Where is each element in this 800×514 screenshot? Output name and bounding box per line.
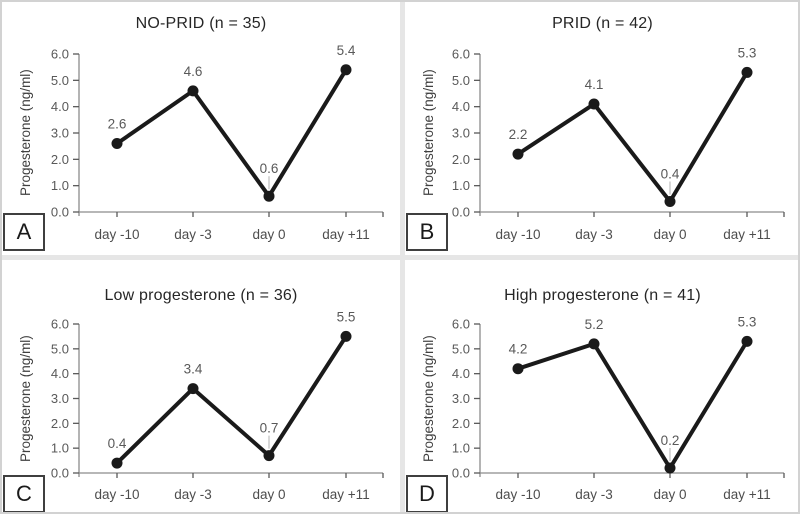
svg-text:day -3: day -3 [174, 487, 212, 502]
svg-text:3.0: 3.0 [51, 126, 69, 141]
svg-text:0.4: 0.4 [661, 166, 680, 181]
panel-d-plot: 0.0 1.0 2.0 3.0 4.0 5.0 6.0 day -10 day -3 day 0 d… [452, 314, 785, 502]
svg-text:2.0: 2.0 [51, 152, 69, 167]
svg-text:0.4: 0.4 [108, 436, 127, 451]
svg-text:3.0: 3.0 [452, 126, 470, 141]
svg-text:3.4: 3.4 [184, 362, 203, 377]
svg-text:4.0: 4.0 [452, 366, 470, 381]
svg-text:day -3: day -3 [575, 227, 613, 242]
panel-d-letter: D [419, 481, 435, 506]
svg-text:6.0: 6.0 [452, 317, 470, 332]
panel-d-title: High progesterone (n = 41) [504, 287, 701, 304]
panel-b: PRID (n = 42) Progesterone (ng/ml) 0.0 1.… [405, 2, 798, 255]
svg-text:4.0: 4.0 [51, 366, 69, 381]
svg-text:6.0: 6.0 [452, 47, 470, 62]
svg-text:5.3: 5.3 [738, 314, 757, 329]
svg-text:0.2: 0.2 [661, 433, 680, 448]
svg-text:0.0: 0.0 [51, 466, 69, 481]
svg-text:0.0: 0.0 [452, 205, 470, 220]
svg-text:day 0: day 0 [653, 227, 686, 242]
panel-c-title: Low progesterone (n = 36) [104, 287, 298, 304]
svg-text:day +11: day +11 [723, 227, 770, 242]
svg-text:1.0: 1.0 [51, 441, 69, 456]
svg-text:0.0: 0.0 [452, 466, 470, 481]
svg-text:6.0: 6.0 [51, 47, 69, 62]
svg-text:6.0: 6.0 [51, 317, 69, 332]
svg-text:day 0: day 0 [252, 227, 285, 242]
panel-d-letter-box: D [406, 475, 448, 512]
svg-text:4.1: 4.1 [585, 77, 604, 92]
panel-a-letter: A [16, 219, 32, 244]
svg-text:1.0: 1.0 [452, 178, 470, 193]
panel-b-title: PRID (n = 42) [552, 15, 653, 32]
svg-text:0.7: 0.7 [260, 421, 279, 436]
svg-text:4.6: 4.6 [184, 64, 203, 79]
svg-text:day -3: day -3 [174, 227, 212, 242]
svg-text:5.5: 5.5 [337, 309, 356, 324]
svg-text:day +11: day +11 [723, 487, 770, 502]
panel-b-letter: B [419, 219, 435, 244]
svg-text:5.2: 5.2 [585, 317, 604, 332]
svg-text:5.0: 5.0 [452, 73, 470, 88]
panel-d: High progesterone (n = 41) Progesterone … [405, 260, 798, 512]
svg-text:day -10: day -10 [94, 487, 139, 502]
svg-text:4.0: 4.0 [51, 99, 69, 114]
svg-text:day -10: day -10 [94, 227, 139, 242]
svg-text:4.0: 4.0 [452, 99, 470, 114]
svg-text:5.3: 5.3 [738, 45, 757, 60]
panel-c-letter-box: C [3, 475, 45, 512]
panel-a-letter-box: A [3, 213, 45, 251]
svg-text:day -3: day -3 [575, 487, 613, 502]
panel-c-letter: C [16, 481, 32, 506]
svg-text:3.0: 3.0 [452, 391, 470, 406]
svg-text:2.0: 2.0 [452, 152, 470, 167]
svg-text:5.0: 5.0 [452, 341, 470, 356]
svg-text:2.6: 2.6 [108, 117, 127, 132]
svg-text:5.0: 5.0 [51, 73, 69, 88]
svg-text:2.2: 2.2 [509, 127, 528, 142]
svg-text:5.0: 5.0 [51, 341, 69, 356]
svg-text:day -10: day -10 [495, 227, 540, 242]
svg-text:day +11: day +11 [322, 487, 369, 502]
svg-text:5.4: 5.4 [337, 43, 356, 58]
svg-text:2.0: 2.0 [452, 416, 470, 431]
panel-c-plot: 0.0 1.0 2.0 3.0 4.0 5.0 6.0 day -10 day -3 day 0 d… [51, 309, 384, 502]
panel-a: NO-PRID (n = 35) Progesterone (ng/ml) 0.… [2, 2, 400, 255]
svg-text:1.0: 1.0 [452, 441, 470, 456]
svg-text:0.6: 0.6 [260, 161, 279, 176]
svg-text:4.2: 4.2 [509, 342, 528, 357]
svg-text:1.0: 1.0 [51, 178, 69, 193]
svg-text:2.0: 2.0 [51, 416, 69, 431]
svg-text:day -10: day -10 [495, 487, 540, 502]
svg-text:3.0: 3.0 [51, 391, 69, 406]
panel-b-plot: 0.0 1.0 2.0 3.0 4.0 5.0 6.0 day -10 day -3 day 0 d… [452, 45, 785, 242]
svg-text:day +11: day +11 [322, 227, 369, 242]
horizontal-panel-divider [2, 255, 798, 260]
panel-b-letter-box: B [406, 213, 448, 251]
panel-c: Low progesterone (n = 36) Progesterone (… [2, 260, 400, 512]
panel-a-plot: 0.0 1.0 2.0 3.0 4.0 5.0 6.0 day -10 day -3 day 0 d… [51, 43, 384, 242]
svg-text:0.0: 0.0 [51, 205, 69, 220]
panel-a-title: NO-PRID (n = 35) [135, 15, 267, 32]
svg-text:day 0: day 0 [653, 487, 686, 502]
svg-text:day 0: day 0 [252, 487, 285, 502]
